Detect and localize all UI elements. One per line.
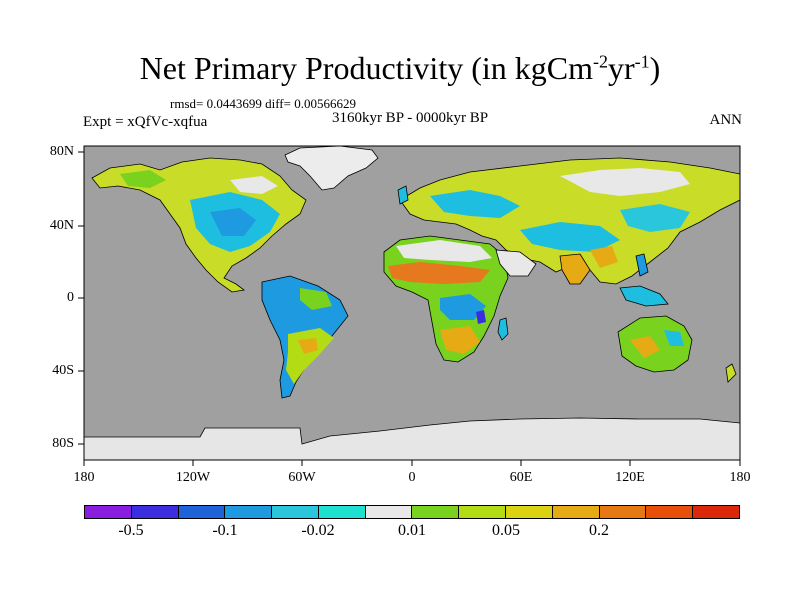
- colorbar-label: 0.2: [589, 522, 609, 539]
- y-tick-label: 80S: [52, 436, 74, 451]
- colorbar-segment: [412, 506, 460, 518]
- colorbar-segment: [506, 506, 553, 518]
- season-label: ANN: [709, 112, 743, 128]
- y-tick-label: 0: [67, 290, 74, 305]
- colorbar-segment: [646, 506, 694, 518]
- y-tick-label: 40N: [49, 218, 74, 233]
- y-tick-label: 40S: [52, 363, 74, 378]
- x-tick-label: 60E: [509, 470, 533, 485]
- colorbar: [84, 505, 740, 519]
- y-tick-label: 80N: [49, 144, 74, 159]
- x-tick-label: 120E: [615, 470, 645, 485]
- x-tick-label: 0: [408, 470, 416, 485]
- x-tick-label: 120W: [175, 470, 211, 485]
- colorbar-segment: [272, 506, 319, 518]
- colorbar-segment: [693, 506, 739, 518]
- x-tick-label: 180: [73, 470, 95, 485]
- colorbar-label: 0.01: [398, 522, 426, 539]
- colorbar-segment: [178, 506, 226, 518]
- time-period-label: 3160kyr BP - 0000kyr BP: [331, 110, 489, 126]
- colorbar-segment: [225, 506, 273, 518]
- colorbar-label: -0.5: [118, 522, 144, 539]
- colorbar-segment: [131, 506, 179, 518]
- x-tick-label: 60W: [288, 470, 316, 485]
- colorbar-segment: [599, 506, 647, 518]
- colorbar-segment: [459, 506, 507, 518]
- rmsd-diff-stats: rmsd= 0.0443699 diff= 0.00566629: [170, 96, 356, 111]
- colorbar-label: -0.02: [301, 522, 335, 539]
- colorbar-segment: [552, 506, 600, 518]
- colorbar-label: 0.05: [492, 522, 520, 539]
- antarctica-landmass: [84, 417, 740, 460]
- greenland-landmass: [284, 146, 379, 191]
- colorbar-segment: [365, 506, 413, 518]
- x-tick-label: 180: [729, 470, 751, 485]
- colorbar-segment: [85, 506, 132, 518]
- experiment-label: Expt = xQfVc-xqfua: [83, 114, 208, 130]
- colorbar-segment: [318, 506, 366, 518]
- colorbar-label: -0.1: [212, 522, 238, 539]
- chart-title: Net Primary Productivity (in kgCm-2yr-1): [139, 50, 661, 86]
